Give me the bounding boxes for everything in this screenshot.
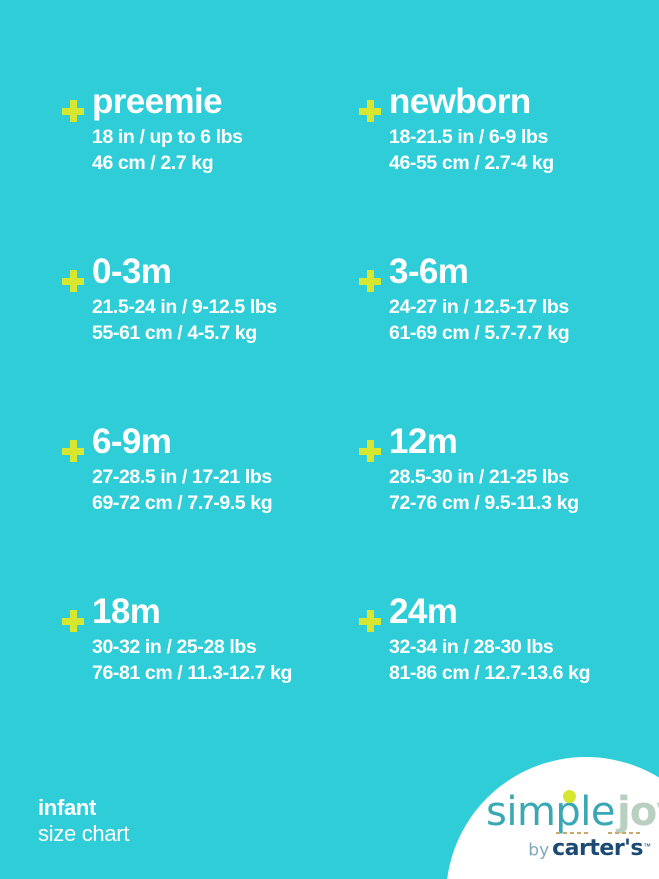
size-detail-metric: 81-86 cm / 12.7-13.6 kg: [389, 662, 591, 684]
size-name: newborn: [389, 82, 531, 121]
size-detail-metric: 72-76 cm / 9.5-11.3 kg: [389, 492, 579, 514]
brand-word-simple: simple: [486, 789, 616, 835]
size-grid: preemie 18 in / up to 6 lbs 46 cm / 2.7 …: [0, 82, 659, 762]
size-name: 18m: [92, 592, 161, 631]
size-detail-metric: 55-61 cm / 4-5.7 kg: [92, 322, 257, 344]
size-name: preemie: [92, 82, 223, 121]
trademark-icon: ™: [643, 842, 651, 851]
size-entry-newborn: newborn 18-21.5 in / 6-9 lbs 46-55 cm / …: [359, 82, 659, 252]
size-detail-imperial: 28.5-30 in / 21-25 lbs: [389, 466, 569, 488]
size-detail-imperial: 18 in / up to 6 lbs: [92, 126, 243, 148]
plus-icon: [62, 440, 84, 462]
size-detail-metric: 46 cm / 2.7 kg: [92, 152, 214, 174]
size-detail-imperial: 30-32 in / 25-28 lbs: [92, 636, 257, 658]
plus-icon: [62, 610, 84, 632]
size-name: 3-6m: [389, 252, 469, 291]
stitch-dashes-icon: [556, 832, 640, 834]
size-detail-imperial: 18-21.5 in / 6-9 lbs: [389, 126, 548, 148]
size-entry-0-3m: 0-3m 21.5-24 in / 9-12.5 lbs 55-61 cm / …: [62, 252, 359, 422]
plus-icon: [62, 100, 84, 122]
chart-title: infant size chart: [38, 795, 129, 847]
brand-logo-wordmark: simplejoys: [486, 789, 659, 835]
brand-dot-icon: [563, 790, 576, 803]
chart-title-line1: infant: [38, 795, 97, 820]
size-entry-preemie: preemie 18 in / up to 6 lbs 46 cm / 2.7 …: [62, 82, 359, 252]
size-name: 0-3m: [92, 252, 172, 291]
size-detail-imperial: 24-27 in / 12.5-17 lbs: [389, 296, 569, 318]
plus-icon: [359, 100, 381, 122]
size-name: 6-9m: [92, 422, 172, 461]
size-entry-3-6m: 3-6m 24-27 in / 12.5-17 lbs 61-69 cm / 5…: [359, 252, 659, 422]
chart-title-line2: size chart: [38, 821, 130, 846]
brand-word-joys: joys: [617, 789, 659, 835]
plus-icon: [359, 440, 381, 462]
size-detail-imperial: 32-34 in / 28-30 lbs: [389, 636, 554, 658]
size-entry-6-9m: 6-9m 27-28.5 in / 17-21 lbs 69-72 cm / 7…: [62, 422, 359, 592]
size-detail-metric: 46-55 cm / 2.7-4 kg: [389, 152, 554, 174]
plus-icon: [359, 610, 381, 632]
size-name: 12m: [389, 422, 458, 461]
size-detail-imperial: 27-28.5 in / 17-21 lbs: [92, 466, 272, 488]
size-detail-metric: 61-69 cm / 5.7-7.7 kg: [389, 322, 570, 344]
brand-byline-prefix: by: [528, 840, 550, 861]
plus-icon: [62, 270, 84, 292]
size-name: 24m: [389, 592, 458, 631]
size-entry-12m: 12m 28.5-30 in / 21-25 lbs 72-76 cm / 9.…: [359, 422, 659, 592]
brand-byline: by carter's™: [528, 836, 651, 862]
size-detail-imperial: 21.5-24 in / 9-12.5 lbs: [92, 296, 277, 318]
size-entry-18m: 18m 30-32 in / 25-28 lbs 76-81 cm / 11.3…: [62, 592, 359, 762]
size-detail-metric: 76-81 cm / 11.3-12.7 kg: [92, 662, 293, 684]
size-detail-metric: 69-72 cm / 7.7-9.5 kg: [92, 492, 273, 514]
size-entry-24m: 24m 32-34 in / 28-30 lbs 81-86 cm / 12.7…: [359, 592, 659, 762]
plus-icon: [359, 270, 381, 292]
brand-byline-name: carter's: [552, 836, 643, 862]
